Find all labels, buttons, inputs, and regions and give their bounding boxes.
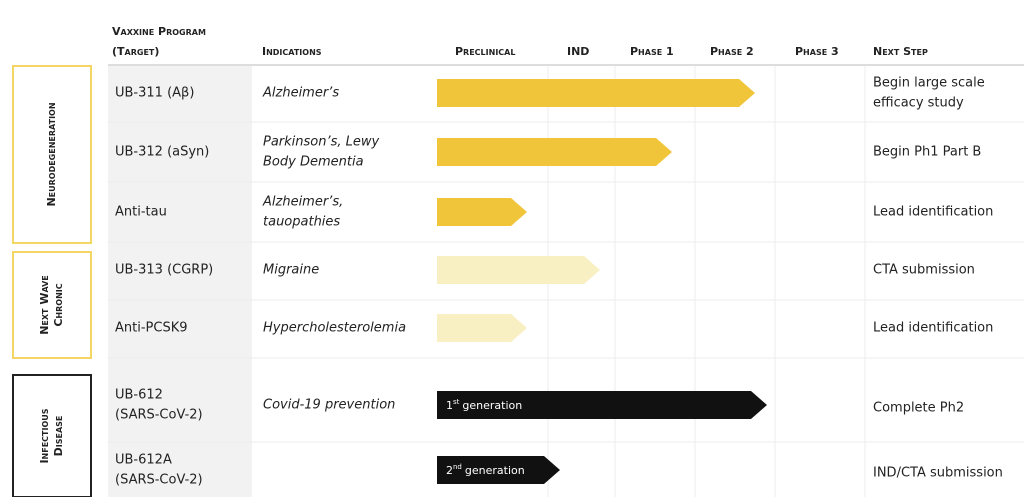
header-program: (Target) bbox=[112, 45, 159, 58]
program: (SARS-CoV-2) bbox=[115, 473, 203, 488]
next-step: Begin large scale bbox=[873, 76, 985, 91]
indication: Parkinson’s, Lewy bbox=[263, 135, 380, 150]
arrow-label-suffix: nd bbox=[453, 463, 462, 471]
stage-arrow bbox=[437, 79, 755, 107]
group-label: Next Wave bbox=[38, 275, 51, 335]
group-box bbox=[12, 65, 92, 244]
stage-arrow bbox=[437, 198, 527, 226]
program: Anti-PCSK9 bbox=[115, 321, 188, 336]
grid bbox=[108, 66, 1024, 497]
program: UB-312 (aSyn) bbox=[115, 145, 209, 160]
arrow-label-ordinal: 1 bbox=[446, 399, 453, 412]
arrow-label: 1st generation bbox=[446, 398, 522, 412]
program: UB-313 (CGRP) bbox=[115, 263, 213, 278]
header-program: Vaxxine Program bbox=[112, 25, 206, 38]
arrow-label-text: generation bbox=[465, 464, 525, 477]
header-next-step: Next Step bbox=[873, 45, 928, 58]
arrow-label: 2nd generation bbox=[446, 463, 525, 477]
program-column-bg bbox=[108, 66, 252, 497]
program: UB-311 (Aβ) bbox=[115, 86, 194, 101]
header-indications: Indications bbox=[262, 45, 322, 58]
stage-arrow bbox=[437, 391, 767, 419]
indication: Hypercholesterolemia bbox=[263, 321, 406, 336]
stage-arrow bbox=[437, 256, 600, 284]
next-step: Complete Ph2 bbox=[873, 401, 964, 416]
header-stage: IND bbox=[567, 45, 589, 58]
header-stage: Phase 2 bbox=[710, 45, 754, 58]
next-step: Begin Ph1 Part B bbox=[873, 145, 981, 160]
program: Anti-tau bbox=[115, 205, 167, 220]
arrow-label-ordinal: 2 bbox=[446, 464, 453, 477]
program: UB-612A bbox=[115, 453, 172, 468]
group-label: Infectious bbox=[38, 408, 51, 463]
group-label: Disease bbox=[52, 416, 65, 457]
group-label: Chronic bbox=[52, 283, 65, 326]
group-label: Neurodegeneration bbox=[45, 102, 58, 206]
indication: Alzheimer’s, bbox=[262, 195, 343, 210]
next-step: efficacy study bbox=[873, 96, 964, 111]
header-stage: Preclinical bbox=[455, 45, 515, 58]
arrow-label-suffix: st bbox=[453, 398, 460, 406]
group-box bbox=[12, 251, 92, 359]
indication: tauopathies bbox=[263, 215, 340, 230]
header-stage: Phase 3 bbox=[795, 45, 839, 58]
stage-arrow bbox=[437, 456, 560, 484]
next-step: Lead identification bbox=[873, 321, 993, 336]
header-stage: Phase 1 bbox=[630, 45, 674, 58]
next-step: CTA submission bbox=[873, 263, 975, 278]
indication: Migraine bbox=[263, 263, 319, 278]
next-step: IND/CTA submission bbox=[873, 466, 1003, 481]
next-step: Lead identification bbox=[873, 205, 993, 220]
program: UB-612 bbox=[115, 388, 163, 403]
program: (SARS-CoV-2) bbox=[115, 408, 203, 423]
stage-arrow bbox=[437, 138, 672, 166]
group-box bbox=[12, 374, 92, 497]
indication: Covid-19 prevention bbox=[263, 398, 395, 413]
indication: Alzheimer’s bbox=[262, 86, 339, 101]
stage-arrow bbox=[437, 314, 527, 342]
arrow-label-text: generation bbox=[462, 399, 522, 412]
indication: Body Dementia bbox=[263, 155, 364, 170]
